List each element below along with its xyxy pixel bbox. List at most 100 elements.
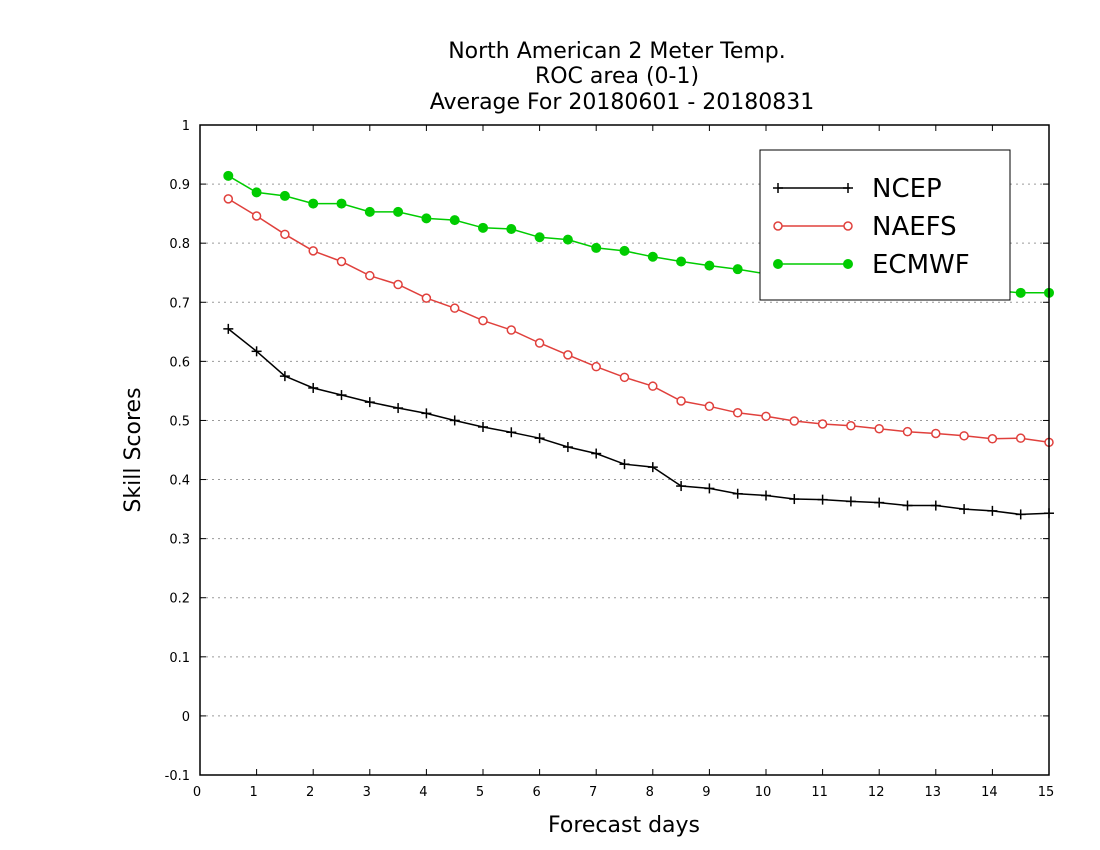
x-tick-label: 8 bbox=[646, 785, 654, 800]
data-point-ncep bbox=[845, 496, 856, 507]
data-point-naefs bbox=[732, 408, 743, 418]
x-tick-label: 2 bbox=[306, 785, 314, 800]
legend-marker-ecmwf bbox=[773, 259, 783, 269]
data-point-naefs bbox=[591, 361, 601, 372]
y-tick-label: 0.5 bbox=[169, 414, 190, 429]
series-naefs bbox=[223, 194, 1054, 448]
title-line-2: ROC area (0-1) bbox=[535, 64, 699, 89]
x-tick-label: 3 bbox=[363, 785, 371, 800]
data-point-naefs bbox=[365, 270, 375, 281]
data-point-ecmwf bbox=[279, 190, 290, 201]
data-point-naefs bbox=[704, 401, 715, 412]
data-point-ncep bbox=[647, 462, 658, 473]
y-tick-label: -0.1 bbox=[165, 769, 190, 784]
x-tick-label: 1 bbox=[249, 785, 257, 800]
y-tick-label: 0.7 bbox=[169, 296, 190, 311]
legend-marker-naefs bbox=[843, 221, 853, 231]
data-point-naefs bbox=[336, 256, 347, 267]
data-point-ncep bbox=[676, 481, 687, 492]
data-point-naefs bbox=[761, 411, 771, 422]
y-axis-ticks: -0.1 0 0.1 0.2 0.3 0.4 0.5 0.6 0.7 0.8 0.9 1 bbox=[165, 119, 1049, 784]
x-tick-label: 0 bbox=[193, 785, 201, 800]
data-point-ecmwf bbox=[364, 206, 375, 217]
legend-marker-ncep bbox=[773, 183, 783, 193]
y-tick-label: 0.1 bbox=[169, 651, 190, 666]
data-point-ncep bbox=[874, 497, 885, 508]
x-tick-label: 12 bbox=[868, 785, 885, 800]
data-point-naefs bbox=[648, 381, 658, 391]
data-point-ncep bbox=[421, 408, 432, 419]
legend-label-ecmwf: ECMWF bbox=[872, 250, 970, 280]
x-tick-label: 13 bbox=[925, 785, 942, 800]
data-point-ecmwf bbox=[562, 234, 573, 245]
data-point-naefs bbox=[251, 211, 262, 221]
data-point-naefs bbox=[902, 426, 913, 437]
x-axis-label: Forecast days bbox=[548, 813, 700, 838]
data-point-ncep bbox=[959, 504, 970, 515]
y-tick-label: 0.9 bbox=[169, 178, 190, 193]
legend-label-ncep: NCEP bbox=[872, 174, 942, 204]
data-point-ecmwf bbox=[223, 170, 234, 181]
data-point-naefs bbox=[874, 423, 884, 434]
data-point-ecmwf bbox=[478, 222, 488, 233]
x-tick-label: 9 bbox=[702, 785, 710, 800]
data-point-ncep bbox=[279, 371, 290, 382]
legend-item-naefs: NAEFS bbox=[773, 212, 957, 242]
data-point-ncep bbox=[449, 415, 460, 426]
data-point-ncep bbox=[308, 382, 319, 393]
data-point-ncep bbox=[223, 323, 234, 334]
y-tick-label: 0.3 bbox=[169, 533, 190, 548]
data-point-naefs bbox=[959, 431, 969, 441]
data-point-naefs bbox=[789, 416, 800, 426]
data-point-ncep bbox=[478, 421, 488, 432]
x-tick-label: 10 bbox=[755, 785, 772, 800]
data-point-ecmwf bbox=[676, 256, 687, 267]
y-tick-label: 1 bbox=[182, 119, 190, 134]
data-point-ncep bbox=[902, 500, 913, 511]
data-point-naefs bbox=[846, 421, 856, 431]
data-point-ecmwf bbox=[704, 260, 715, 271]
x-tick-label: 11 bbox=[811, 785, 828, 800]
data-point-naefs bbox=[421, 293, 432, 303]
x-axis-ticks: 0 1 2 3 4 5 6 7 8 9 10 11 12 13 14 15 bbox=[193, 125, 1054, 800]
data-point-ecmwf bbox=[591, 242, 602, 253]
data-point-naefs bbox=[223, 194, 234, 204]
legend-item-ecmwf: ECMWF bbox=[773, 250, 970, 280]
x-tick-label: 5 bbox=[476, 785, 484, 800]
data-point-ecmwf bbox=[647, 251, 658, 262]
data-point-ncep bbox=[336, 390, 347, 401]
data-point-naefs bbox=[449, 303, 460, 313]
series-line-ncep bbox=[227, 328, 1050, 516]
data-point-naefs bbox=[534, 338, 545, 348]
data-point-ecmwf bbox=[619, 245, 630, 256]
data-point-ncep bbox=[930, 500, 941, 511]
y-tick-label: 0.2 bbox=[169, 592, 190, 607]
x-tick-label: 14 bbox=[981, 785, 998, 800]
data-point-ncep bbox=[987, 505, 998, 516]
legend-label-naefs: NAEFS bbox=[872, 212, 957, 242]
data-point-ncep bbox=[732, 488, 743, 499]
data-point-naefs bbox=[506, 325, 517, 335]
data-point-naefs bbox=[563, 350, 573, 360]
legend-box bbox=[759, 149, 1011, 301]
x-tick-label: 7 bbox=[589, 785, 597, 800]
y-tick-label: 0.6 bbox=[169, 355, 190, 370]
data-point-naefs bbox=[478, 315, 488, 326]
chart-title: North American 2 Meter Temp. ROC area (0… bbox=[430, 39, 815, 115]
data-point-ncep bbox=[1015, 509, 1026, 520]
data-point-naefs bbox=[931, 428, 941, 439]
data-point-ecmwf bbox=[336, 198, 347, 209]
data-point-ncep bbox=[364, 397, 375, 408]
x-tick-label: 6 bbox=[532, 785, 540, 800]
y-tick-label: 0.4 bbox=[169, 474, 190, 489]
data-point-ecmwf bbox=[1015, 287, 1026, 298]
data-point-ecmwf bbox=[251, 187, 262, 198]
data-point-ecmwf bbox=[534, 232, 545, 243]
data-point-ncep bbox=[817, 494, 828, 505]
plot-frame bbox=[199, 124, 1050, 776]
data-point-ecmwf bbox=[421, 213, 432, 224]
legend-item-ncep: NCEP bbox=[773, 174, 942, 204]
x-tick-label: 4 bbox=[419, 785, 427, 800]
data-point-ncep bbox=[704, 483, 715, 494]
y-tick-label: 0.8 bbox=[169, 237, 190, 252]
